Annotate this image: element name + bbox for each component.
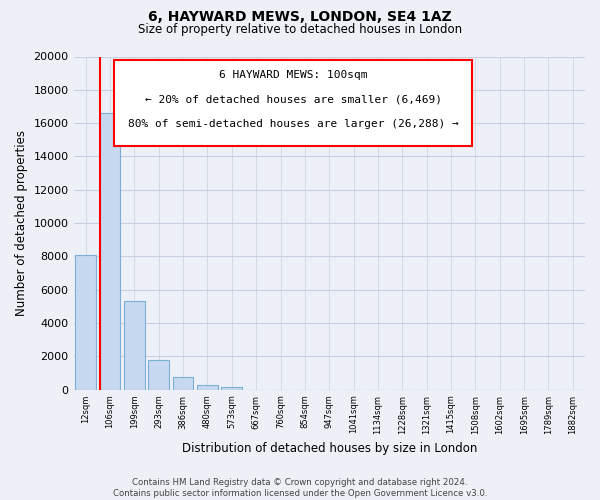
Text: 6, HAYWARD MEWS, LONDON, SE4 1AZ: 6, HAYWARD MEWS, LONDON, SE4 1AZ <box>148 10 452 24</box>
Text: Size of property relative to detached houses in London: Size of property relative to detached ho… <box>138 22 462 36</box>
Bar <box>124 302 145 390</box>
X-axis label: Distribution of detached houses by size in London: Distribution of detached houses by size … <box>182 442 477 455</box>
Bar <box>76 254 96 390</box>
FancyBboxPatch shape <box>115 60 472 146</box>
Bar <box>221 387 242 390</box>
Bar <box>173 377 193 390</box>
Text: Contains HM Land Registry data © Crown copyright and database right 2024.
Contai: Contains HM Land Registry data © Crown c… <box>113 478 487 498</box>
Bar <box>197 384 218 390</box>
Text: 6 HAYWARD MEWS: 100sqm: 6 HAYWARD MEWS: 100sqm <box>219 70 368 80</box>
Text: ← 20% of detached houses are smaller (6,469): ← 20% of detached houses are smaller (6,… <box>145 94 442 104</box>
Y-axis label: Number of detached properties: Number of detached properties <box>15 130 28 316</box>
Bar <box>148 360 169 390</box>
Bar <box>100 113 121 390</box>
Text: 80% of semi-detached houses are larger (26,288) →: 80% of semi-detached houses are larger (… <box>128 120 459 130</box>
